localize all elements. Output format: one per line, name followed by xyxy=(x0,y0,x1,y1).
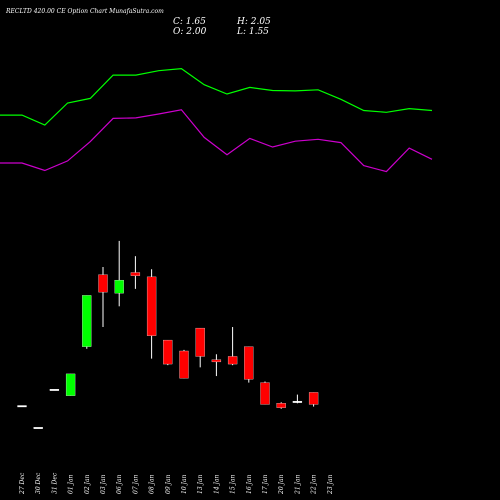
candle-01-jan xyxy=(49,388,60,391)
x-tick-label: 06 Jan xyxy=(116,474,123,494)
candle-30-dec xyxy=(17,405,27,408)
x-tick-label: 16 Jan xyxy=(246,474,253,494)
x-tick-label: 08 Jan xyxy=(149,474,156,494)
low-value: L: 1.55 xyxy=(237,27,269,37)
x-tick-label: 20 Jan xyxy=(278,474,285,495)
candle-13-jan xyxy=(179,349,189,379)
x-tick-label: 27 Dec xyxy=(19,472,26,495)
candle-body xyxy=(227,356,238,365)
candle-body xyxy=(130,272,141,276)
candle-09-jan xyxy=(146,269,157,359)
candle-02-jan xyxy=(65,373,76,396)
band-line-2 xyxy=(0,109,433,173)
candle-body xyxy=(308,392,319,405)
candle-body xyxy=(114,279,124,294)
candle-08-jan xyxy=(130,256,141,289)
candle-17-jan xyxy=(244,346,254,383)
candle-21-jan xyxy=(276,402,286,409)
candle-body xyxy=(195,327,205,357)
x-tick-label: 21 Jan xyxy=(294,474,301,495)
x-axis-ticks: 27 Dec 30 Dec 31 Dec 01 Jan 02 Jan 03 Jan 06 J… xyxy=(19,472,334,495)
candlesticks xyxy=(17,240,319,429)
candle-body xyxy=(260,382,270,405)
candle-15-jan xyxy=(211,354,222,377)
candle-10-jan xyxy=(163,339,173,366)
candle-body xyxy=(65,373,76,396)
x-tick-label: 13 Jan xyxy=(197,474,204,494)
x-tick-label: 22 Jan xyxy=(311,474,318,495)
x-tick-label: 17 Jan xyxy=(262,474,269,494)
x-tick-label: 30 Dec xyxy=(35,472,42,494)
close-value: C: 1.65 xyxy=(173,17,206,27)
x-tick-label: 09 Jan xyxy=(165,474,172,494)
candle-body xyxy=(98,274,108,293)
candle-20-jan xyxy=(260,381,270,405)
candle-body xyxy=(244,346,254,380)
chart-title: RECLTD 420.00 CE Option Chart MunafaSutr… xyxy=(6,8,164,15)
x-tick-label: 01 Jan xyxy=(68,474,75,494)
x-tick-label: 02 Jan xyxy=(84,474,91,494)
candle-body xyxy=(49,388,60,391)
candle-body xyxy=(33,427,43,429)
candle-body xyxy=(17,405,27,408)
candle-body xyxy=(276,403,286,408)
candle-23-jan xyxy=(308,392,319,407)
candle-22-jan xyxy=(292,394,303,404)
candle-body xyxy=(82,295,92,347)
candle-07-jan xyxy=(114,240,124,307)
x-tick-label: 10 Jan xyxy=(181,474,188,494)
candle-31-dec xyxy=(33,427,43,429)
candle-body xyxy=(179,350,189,379)
indicator-bands xyxy=(0,67,433,173)
high-value: H: 2.05 xyxy=(237,17,271,27)
candle-03-jan xyxy=(82,295,92,349)
open-value: O: 2.00 xyxy=(173,27,207,37)
x-tick-label: 07 Jan xyxy=(132,474,139,494)
candle-06-jan xyxy=(98,267,108,328)
x-tick-label: 23 Jan xyxy=(327,474,334,495)
candle-body xyxy=(146,276,157,336)
band-line-1 xyxy=(0,67,433,126)
candle-16-jan xyxy=(227,327,238,366)
x-tick-label: 31 Dec xyxy=(51,472,58,494)
candle-body xyxy=(163,339,173,365)
candle-body xyxy=(292,400,303,403)
candle-14-jan xyxy=(195,327,205,368)
x-tick-label: 15 Jan xyxy=(230,474,237,494)
x-tick-label: 14 Jan xyxy=(213,474,220,494)
candle-body xyxy=(211,359,222,363)
x-tick-label: 03 Jan xyxy=(100,474,107,494)
